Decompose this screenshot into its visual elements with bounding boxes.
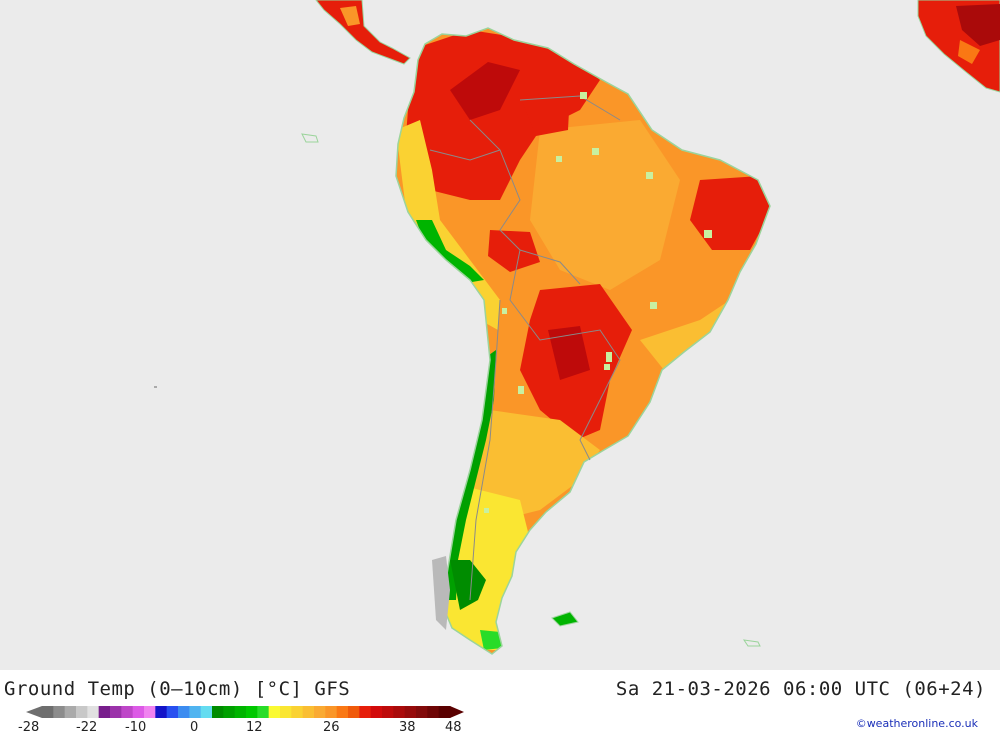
bolivia-hot-zone bbox=[488, 230, 540, 272]
legend-tick: 26 bbox=[323, 720, 340, 735]
legend-cell bbox=[212, 706, 224, 718]
legend-tick: -28 bbox=[18, 720, 40, 735]
colombia-hot-zone bbox=[450, 62, 520, 120]
central-america-warm bbox=[340, 6, 360, 26]
legend-cell bbox=[427, 706, 440, 718]
legend-cell bbox=[42, 706, 54, 718]
legend-cell bbox=[302, 706, 315, 718]
city-marker bbox=[502, 308, 507, 314]
legend-cell bbox=[291, 706, 304, 718]
legend-cell bbox=[359, 706, 372, 718]
city-marker bbox=[606, 352, 612, 362]
legend-tick: 48 bbox=[445, 720, 462, 735]
city-marker bbox=[556, 156, 562, 162]
border-uruguay bbox=[579, 399, 601, 461]
legend-tick: -22 bbox=[76, 720, 98, 735]
legend-cell bbox=[87, 706, 100, 718]
border-bolivia-paraguay bbox=[509, 249, 621, 401]
africa-hot-zone bbox=[956, 4, 1000, 46]
legend-tick: 38 bbox=[399, 720, 416, 735]
credit-link[interactable]: ©weatheronline.co.uk bbox=[855, 717, 978, 730]
border-chile-argentina bbox=[469, 299, 501, 601]
legend-cell bbox=[382, 706, 394, 718]
legend-cell bbox=[234, 706, 247, 718]
tierra-del-fuego-green bbox=[480, 630, 502, 650]
legend-cell bbox=[178, 706, 190, 718]
legend-cell bbox=[393, 706, 406, 718]
legend-cell bbox=[144, 706, 156, 718]
city-marker bbox=[604, 364, 610, 370]
amazon-hot-zone bbox=[404, 30, 600, 200]
legend-cell bbox=[76, 706, 88, 718]
legend-cell bbox=[98, 706, 111, 718]
city-marker bbox=[646, 172, 653, 179]
color-legend bbox=[26, 706, 464, 718]
legend-cell bbox=[325, 706, 338, 718]
south-chile-green bbox=[450, 560, 486, 610]
legend-cell bbox=[280, 706, 292, 718]
city-marker bbox=[592, 148, 599, 155]
legend-cell bbox=[257, 706, 270, 718]
city-marker bbox=[518, 386, 524, 394]
legend-cell bbox=[110, 706, 122, 718]
chaco-hottest bbox=[548, 326, 590, 380]
legend-cell bbox=[314, 706, 326, 718]
peru-andes-green bbox=[416, 220, 484, 282]
argentina-light bbox=[470, 410, 600, 520]
coastline bbox=[395, 27, 771, 655]
legend-cell bbox=[200, 706, 213, 718]
temperature-map bbox=[0, 0, 1000, 670]
legend-cell bbox=[268, 706, 281, 718]
legend-cell bbox=[223, 706, 236, 718]
city-marker bbox=[484, 508, 489, 513]
map-title: Ground Temp (0–10cm) [°C] GFS bbox=[4, 678, 351, 700]
falkland-islands bbox=[551, 611, 579, 627]
legend-arrow-right bbox=[450, 706, 464, 718]
legend-cell bbox=[438, 706, 451, 718]
legend-tick: 0 bbox=[190, 720, 199, 735]
central-plateau bbox=[530, 120, 680, 290]
chilean-archipelago bbox=[432, 556, 450, 630]
city-marker bbox=[704, 230, 712, 238]
city-markers bbox=[484, 92, 712, 513]
legend-cell bbox=[53, 706, 66, 718]
legend-cells bbox=[26, 706, 464, 718]
legend-cell bbox=[336, 706, 349, 718]
legend-cell bbox=[404, 706, 417, 718]
city-marker bbox=[650, 302, 657, 309]
legend-tick: -10 bbox=[125, 720, 147, 735]
galapagos-islands bbox=[301, 133, 319, 143]
city-marker bbox=[580, 92, 587, 99]
legend-cell bbox=[132, 706, 145, 718]
legend-cell bbox=[416, 706, 428, 718]
footer-bar bbox=[0, 670, 1000, 733]
border-ecuador-colombia bbox=[429, 149, 501, 161]
legend-cell bbox=[189, 706, 202, 718]
south-georgia bbox=[742, 639, 761, 647]
legend-cell bbox=[348, 706, 360, 718]
legend-cell bbox=[121, 706, 134, 718]
legend-cell bbox=[166, 706, 179, 718]
legend-cell bbox=[64, 706, 77, 718]
small-island bbox=[154, 386, 157, 388]
legend-cell bbox=[370, 706, 383, 718]
valid-time: Sa 21-03-2026 06:00 UTC (06+24) bbox=[615, 678, 986, 700]
legend-cell bbox=[155, 706, 168, 718]
legend-tick: 12 bbox=[246, 720, 263, 735]
south-brazil-light bbox=[640, 300, 730, 370]
central-america bbox=[315, 0, 411, 65]
africa-warm-zone bbox=[958, 40, 980, 64]
map-svg bbox=[0, 0, 1000, 670]
amazon-patch bbox=[520, 92, 570, 136]
legend-arrow-left bbox=[26, 706, 42, 718]
legend-cell bbox=[246, 706, 258, 718]
